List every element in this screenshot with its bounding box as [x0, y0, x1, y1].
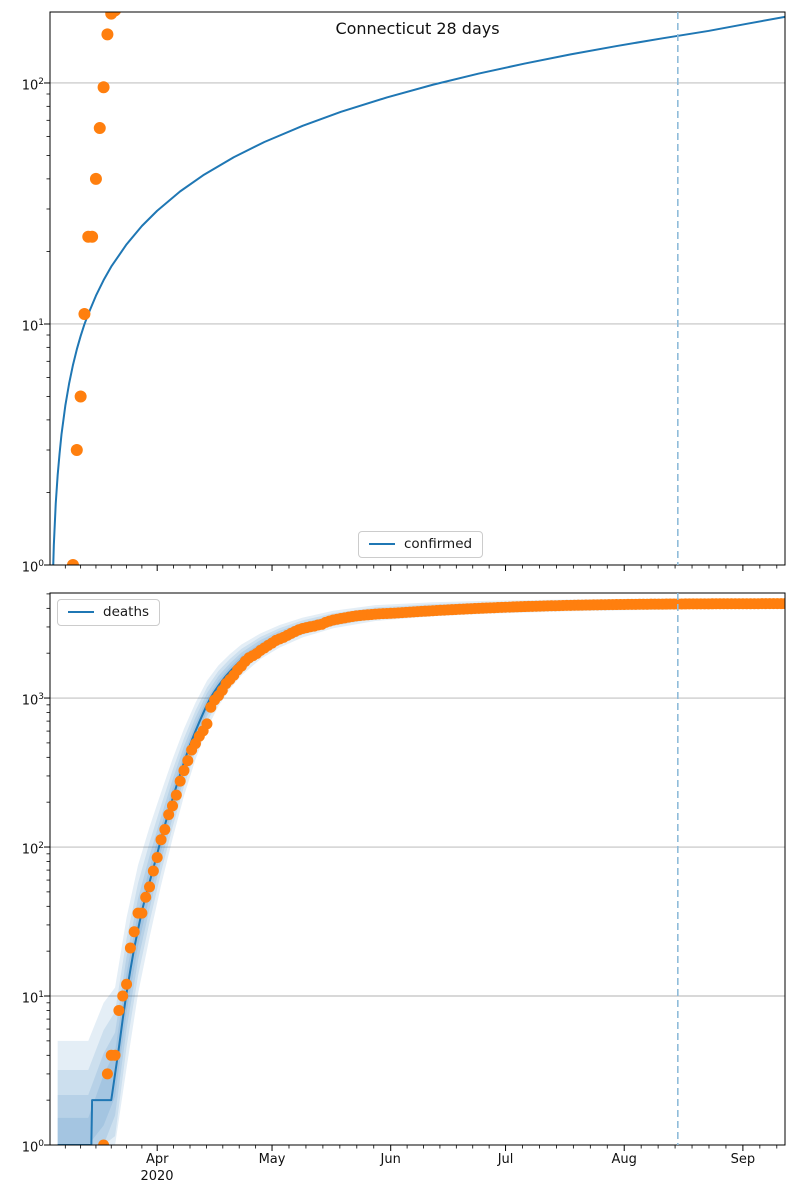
chart-title: Connecticut 28 days [335, 19, 500, 38]
legend-line-swatch-confirmed [369, 543, 395, 545]
y-tick-label: 101 [21, 990, 44, 1007]
x-tick-label-jul: Jul [497, 1152, 514, 1167]
scatter-point [66, 559, 79, 565]
deaths-panel [44, 592, 786, 1151]
y-tick-label: 101 [21, 317, 44, 335]
scatter-point [74, 390, 87, 403]
scatter-point [101, 1068, 113, 1080]
y-tick-label: 100 [21, 1139, 44, 1156]
deaths-scatter [98, 598, 785, 1145]
scatter-point [178, 765, 190, 777]
scatter-point [89, 172, 102, 185]
y-tick-label: 103 [21, 692, 44, 709]
tick-marks [44, 593, 778, 1151]
uncertainty-bands [57, 598, 678, 1145]
scatter-point [159, 824, 171, 836]
scatter-point [97, 81, 110, 94]
scatter-point [78, 308, 91, 321]
scatter-point [109, 1049, 121, 1061]
x-axis-year-label: 2020 [140, 1169, 174, 1184]
confirmed-fit-line [52, 15, 785, 565]
x-tick-label-may: May [258, 1152, 286, 1167]
scatter-point [163, 809, 175, 821]
scatter-point [117, 990, 129, 1002]
x-tick-label-jun: Jun [380, 1152, 401, 1167]
tick-marks [44, 82, 778, 571]
axes-frame [49, 592, 786, 1146]
scatter-point [155, 834, 167, 846]
legend-line-swatch-deaths [68, 611, 94, 613]
scatter-point [121, 978, 133, 990]
confirmed-panel [44, 11, 786, 571]
scatter-point [113, 1004, 125, 1016]
scatter-point [136, 907, 148, 919]
legend-label-confirmed: confirmed [404, 536, 473, 552]
scatter-point [140, 891, 152, 903]
x-tick-label-sep: Sep [730, 1152, 756, 1167]
y-tick-label: 102 [21, 76, 44, 94]
band-layer [57, 598, 678, 1145]
y-tick-label: 100 [21, 559, 44, 576]
legend-confirmed: confirmed [358, 531, 484, 558]
scatter-point [151, 852, 163, 864]
scatter-point [779, 598, 785, 610]
legend-deaths: deaths [57, 599, 161, 626]
scatter-point [182, 755, 194, 767]
scatter-point [86, 230, 99, 243]
scatter-point [124, 942, 136, 954]
legend-label-deaths: deaths [103, 604, 150, 620]
scatter-point [170, 789, 182, 801]
axes-frame [49, 11, 786, 566]
scatter-point [128, 926, 140, 938]
x-tick-label-aug: Aug [611, 1152, 637, 1167]
scatter-point [98, 1139, 110, 1145]
scatter-point [201, 718, 213, 730]
scatter-point [70, 444, 83, 457]
scatter-point [93, 122, 106, 135]
scatter-point [144, 881, 156, 893]
y-tick-label: 102 [21, 841, 44, 858]
scatter-point [167, 800, 178, 812]
x-tick-label-apr: Apr [145, 1152, 169, 1167]
scatter-point [109, 12, 121, 17]
scatter-point [174, 775, 186, 787]
scatter-point [147, 865, 159, 877]
confirmed-scatter [66, 12, 121, 565]
scatter-point [101, 28, 114, 41]
band-layer [57, 600, 678, 1145]
